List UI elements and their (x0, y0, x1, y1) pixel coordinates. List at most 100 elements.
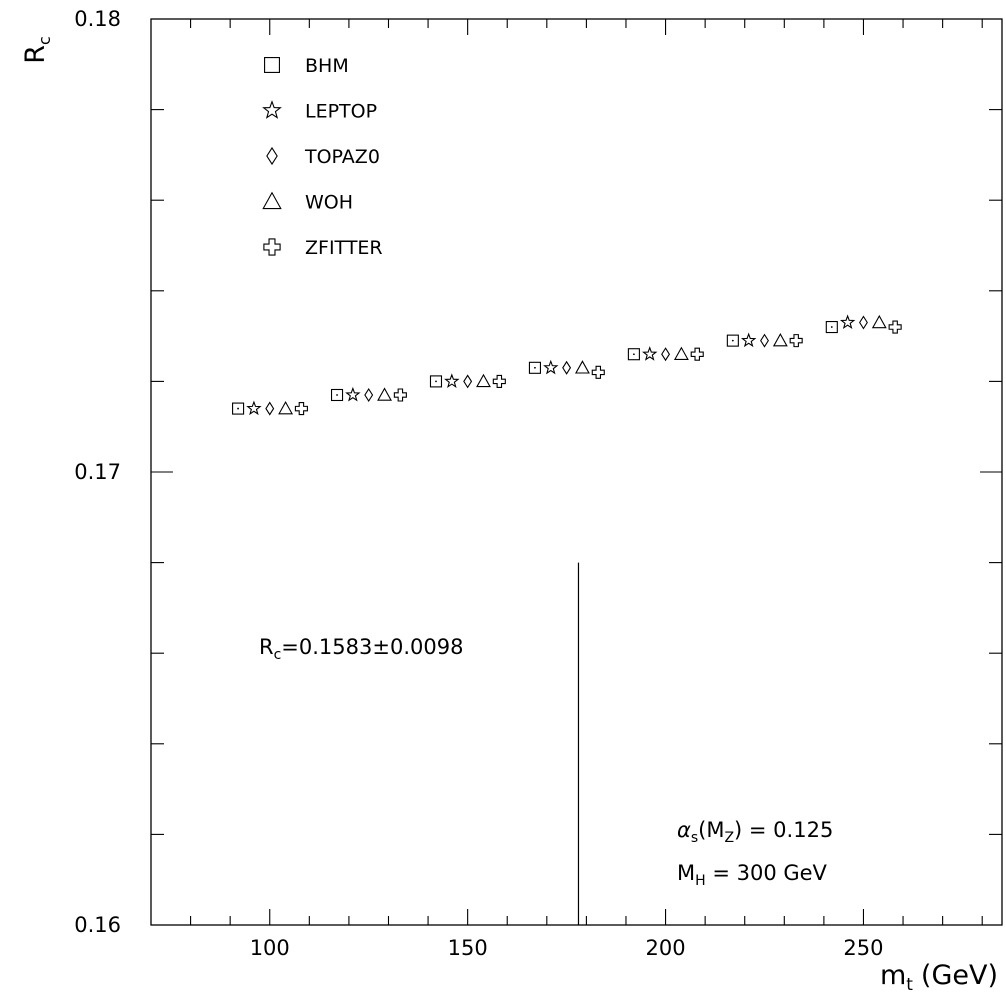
data-point-leptop (444, 373, 460, 388)
y-tick-label: 0.18 (74, 7, 121, 31)
square-dot (534, 366, 536, 369)
plot-frame (150, 18, 1003, 926)
triangle-shape (278, 400, 294, 415)
square-dot (435, 380, 437, 383)
cross-shape (789, 334, 803, 348)
alpha-s-main: α (677, 818, 691, 842)
data-point-zfitter (591, 365, 605, 379)
legend-marker-leptop (262, 100, 282, 119)
diamond-shape (661, 347, 671, 362)
square-shape (330, 388, 344, 402)
triangle-shape (871, 314, 887, 329)
diamond-shape (562, 360, 572, 375)
square-shape (726, 334, 739, 347)
y-tick-label: 0.17 (74, 460, 121, 484)
measurement-annotation-main: R (259, 635, 274, 659)
data-point-topaz0 (859, 315, 868, 330)
data-point-topaz0 (265, 401, 275, 416)
square-dot (830, 326, 833, 328)
data-point-bhm (825, 320, 838, 334)
measurement-annotation-value: =0.1583±0.0098 (281, 635, 463, 659)
square-dot (336, 394, 338, 396)
diamond-shape (463, 374, 473, 389)
square-dot (731, 339, 734, 342)
data-point-zfitter (888, 320, 902, 334)
data-point-bhm (528, 361, 541, 374)
legend-marker-woh (262, 191, 282, 210)
legend-label-bhm: BHM (305, 55, 349, 77)
alpha-s-arg-sub: Z (724, 830, 734, 846)
data-point-topaz0 (760, 333, 769, 348)
higgs-mass-main: M (677, 861, 695, 885)
measurement-annotation: Rc=0.1583±0.0098 (259, 635, 463, 663)
legend: BHM LEPTOP TOPAZ0 WOH ZFITTER (262, 55, 383, 259)
cross-shape (294, 402, 308, 416)
cross-shape (888, 320, 902, 334)
y-axis-title-main: R (20, 45, 51, 64)
y-tick-label: 0.16 (74, 913, 121, 937)
diamond-shape (859, 315, 868, 330)
data-point-woh (476, 373, 491, 388)
y-axis-title: Rc (20, 36, 54, 64)
x-tick-label: 250 (843, 936, 883, 960)
cross-shape (393, 388, 407, 402)
star-shape (839, 314, 856, 330)
star-shape (246, 400, 262, 416)
square-shape (627, 348, 640, 361)
x-axis-title-unit: (GeV) (921, 960, 998, 991)
data-point-bhm (232, 402, 245, 415)
data-point-zfitter (492, 374, 506, 388)
square-shape (825, 320, 838, 334)
data-point-leptop (839, 314, 856, 330)
legend-label-zfitter: ZFITTER (305, 237, 383, 259)
legend-marker-bhm (264, 57, 280, 73)
diamond-shape (265, 401, 275, 416)
square-shape (232, 402, 245, 415)
legend-label-woh: WOH (305, 192, 353, 214)
data-point-woh (377, 387, 392, 401)
x-tick-label: 150 (448, 936, 488, 960)
axis-ticks (151, 18, 1002, 926)
x-tick-label: 200 (646, 936, 686, 960)
star-shape (444, 373, 460, 388)
y-axis-title-sub: c (35, 36, 54, 45)
data-point-woh (772, 332, 788, 347)
alpha-s-arg-open: (M (698, 818, 724, 842)
cross-shape (263, 238, 281, 256)
legend-label-topaz0: TOPAZ0 (304, 146, 380, 168)
data-point-zfitter (393, 388, 407, 402)
cross-shape (492, 374, 506, 388)
square-shape (264, 57, 280, 73)
higgs-mass-value: = 300 GeV (706, 861, 828, 885)
data-point-topaz0 (463, 374, 473, 389)
square-dot (237, 407, 239, 410)
legend-marker-zfitter (263, 238, 281, 256)
higgs-mass-sub: H (695, 873, 706, 889)
data-point-zfitter (789, 334, 803, 348)
triangle-shape (377, 387, 392, 401)
diamond-shape (266, 146, 278, 166)
data-point-topaz0 (364, 387, 374, 403)
square-shape (429, 375, 443, 388)
square-dot (632, 353, 635, 356)
data-point-bhm (330, 388, 344, 402)
star-shape (642, 346, 658, 361)
diamond-shape (364, 387, 374, 403)
legend-marker-topaz0 (266, 146, 278, 166)
triangle-shape (772, 332, 788, 347)
triangle-shape (476, 373, 491, 388)
diamond-shape (760, 333, 769, 348)
x-axis-title-main: m (880, 960, 906, 991)
data-point-leptop (246, 400, 262, 416)
triangle-shape (575, 360, 590, 374)
star-shape (543, 359, 559, 375)
alpha-s-sub: s (691, 830, 698, 846)
data-point-bhm (726, 334, 739, 347)
data-point-woh (278, 400, 294, 415)
x-axis-title: mt (GeV) (880, 960, 998, 995)
alpha-s-value: ) = 0.125 (734, 818, 833, 842)
x-axis-title-sub: t (906, 975, 913, 995)
data-point-woh (871, 314, 887, 329)
x-tick-label: 100 (250, 936, 290, 960)
